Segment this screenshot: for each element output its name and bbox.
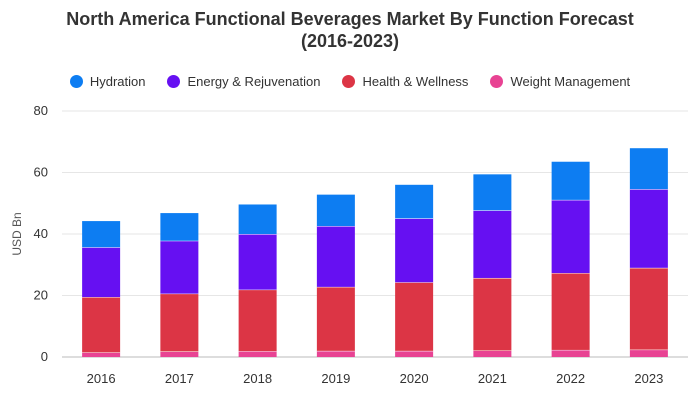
bar-2016-health-wellness [82, 297, 121, 353]
bar-2021-health-wellness [473, 277, 512, 351]
bar-2018-weight-management [238, 351, 277, 357]
bar-2022-weight-management [551, 349, 590, 357]
y-tick-label-0: 0 [41, 349, 48, 364]
bar-2019-weight-management [316, 350, 355, 357]
bar-2016-weight-management [82, 352, 121, 357]
bar-2017-weight-management [160, 351, 199, 357]
bar-2019-hydration [316, 194, 355, 227]
legend-item-weight-management[interactable]: Weight Management [490, 74, 630, 89]
bar-2016-hydration [82, 221, 121, 248]
x-tick-label-2020: 2020 [400, 371, 429, 386]
bar-2017-energy-rejuvenation [160, 240, 199, 294]
legend-swatch-energy-rejuvenation [167, 75, 181, 88]
bar-2020-health-wellness [395, 282, 434, 351]
chart-title-line-1: North America Functional Beverages Marke… [66, 9, 634, 29]
bar-2021-energy-rejuvenation [473, 210, 512, 278]
legend-swatch-weight-management [490, 75, 504, 88]
chart-title: North America Functional Beverages Marke… [0, 8, 700, 52]
bar-2018-hydration [238, 204, 277, 234]
bar-2022-health-wellness [551, 273, 590, 350]
x-tick-label-2021: 2021 [478, 371, 507, 386]
legend-swatch-hydration [69, 75, 83, 88]
bar-2017-health-wellness [160, 293, 199, 352]
y-tick-label-80: 80 [34, 103, 48, 118]
bar-2019-energy-rejuvenation [316, 226, 355, 287]
bar-2021-weight-management [473, 350, 512, 357]
x-tick-label-2018: 2018 [243, 371, 272, 386]
legend-item-hydration[interactable]: Hydration [69, 74, 146, 89]
y-axis-title: USD Bn [10, 212, 24, 255]
bar-2023-energy-rejuvenation [629, 189, 668, 268]
bar-2023-hydration [629, 148, 668, 190]
bar-2018-health-wellness [238, 289, 277, 352]
bar-2018-energy-rejuvenation [238, 234, 277, 290]
chart-legend: Hydration Energy & Rejuvenation Health &… [0, 74, 700, 89]
bar-2020-energy-rejuvenation [395, 218, 434, 283]
legend-item-health-wellness[interactable]: Health & Wellness [342, 74, 468, 89]
bar-2020-weight-management [395, 350, 434, 357]
legend-item-energy-rejuvenation[interactable]: Energy & Rejuvenation [167, 74, 320, 89]
x-tick-label-2022: 2022 [556, 371, 585, 386]
legend-label-hydration: Hydration [89, 74, 146, 89]
x-tick-label-2019: 2019 [321, 371, 350, 386]
bar-2020-hydration [395, 184, 434, 219]
legend-label-energy-rejuvenation: Energy & Rejuvenation [187, 74, 321, 89]
y-tick-label-40: 40 [34, 226, 48, 241]
chart-title-line-2: (2016-2023) [300, 31, 400, 51]
bar-2021-hydration [473, 174, 512, 211]
y-tick-label-20: 20 [34, 288, 48, 303]
legend-swatch-health-wellness [342, 75, 356, 88]
bar-2023-weight-management [629, 349, 668, 357]
bar-2016-energy-rejuvenation [82, 247, 121, 298]
x-tick-label-2023: 2023 [634, 371, 663, 386]
y-tick-label-60: 60 [34, 165, 48, 180]
legend-label-health-wellness: Health & Wellness [362, 74, 469, 89]
x-tick-label-2016: 2016 [87, 371, 116, 386]
x-tick-label-2017: 2017 [165, 371, 194, 386]
bar-2022-hydration [551, 161, 590, 200]
bar-2023-health-wellness [629, 267, 668, 350]
bar-2017-hydration [160, 213, 199, 241]
bar-2022-energy-rejuvenation [551, 199, 590, 274]
bar-2019-health-wellness [316, 286, 355, 351]
legend-label-weight-management: Weight Management [510, 74, 631, 89]
